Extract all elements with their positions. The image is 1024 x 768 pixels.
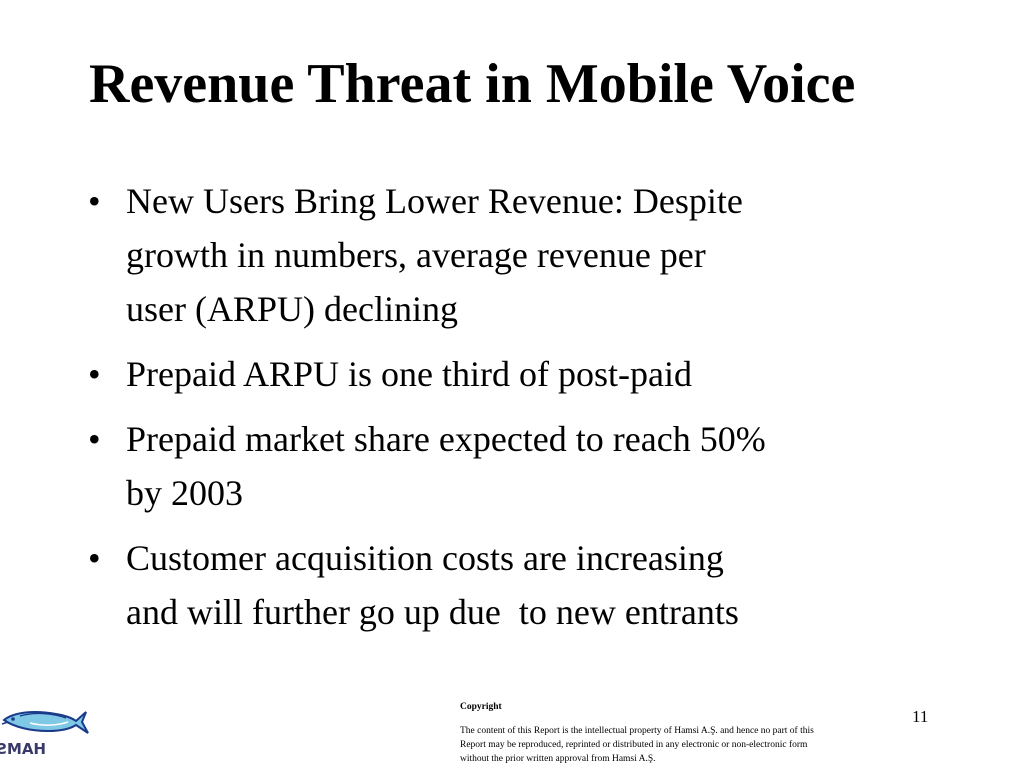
- fish-logo-icon: [1, 711, 89, 734]
- bullet-line: New Users Bring Lower Revenue: Despite: [126, 181, 743, 221]
- copyright-line: without the prior written approval from …: [460, 754, 656, 764]
- hamsi-logo: HAMSI: [0, 700, 90, 766]
- bullet-dot-icon: •: [88, 181, 101, 221]
- bullet-dot-icon: •: [88, 538, 101, 578]
- bullet-item: • Customer acquisition costs are increas…: [88, 531, 948, 639]
- bullet-line: Customer acquisition costs are increasin…: [126, 538, 724, 578]
- copyright-title: Copyright: [460, 702, 502, 712]
- copyright-notice: Copyright The content of this Report is …: [460, 700, 1000, 766]
- page-number: 11: [912, 707, 929, 726]
- bullet-item: • Prepaid ARPU is one third of post-paid: [88, 347, 948, 401]
- copyright-line: Report may be reproduced, reprinted or d…: [460, 740, 808, 750]
- bullet-item: • Prepaid market share expected to reach…: [88, 412, 948, 520]
- logo-text: HAMSI: [0, 740, 46, 758]
- bullet-dot-icon: •: [88, 419, 101, 459]
- bullet-list: • New Users Bring Lower Revenue: Despite…: [88, 174, 948, 650]
- bullet-line: Prepaid ARPU is one third of post-paid: [126, 354, 692, 394]
- bullet-line: by 2003: [126, 473, 243, 513]
- copyright-line: The content of this Report is the intell…: [460, 726, 814, 736]
- bullet-line: and will further go up due to new entran…: [126, 592, 739, 632]
- bullet-item: • New Users Bring Lower Revenue: Despite…: [88, 174, 948, 336]
- bullet-line: user (ARPU) declining: [126, 289, 458, 329]
- bullet-line: growth in numbers, average revenue per: [126, 235, 706, 275]
- bullet-line: Prepaid market share expected to reach 5…: [126, 419, 766, 459]
- bullet-dot-icon: •: [88, 354, 101, 394]
- slide-title: Revenue Threat in Mobile Voice: [89, 53, 856, 115]
